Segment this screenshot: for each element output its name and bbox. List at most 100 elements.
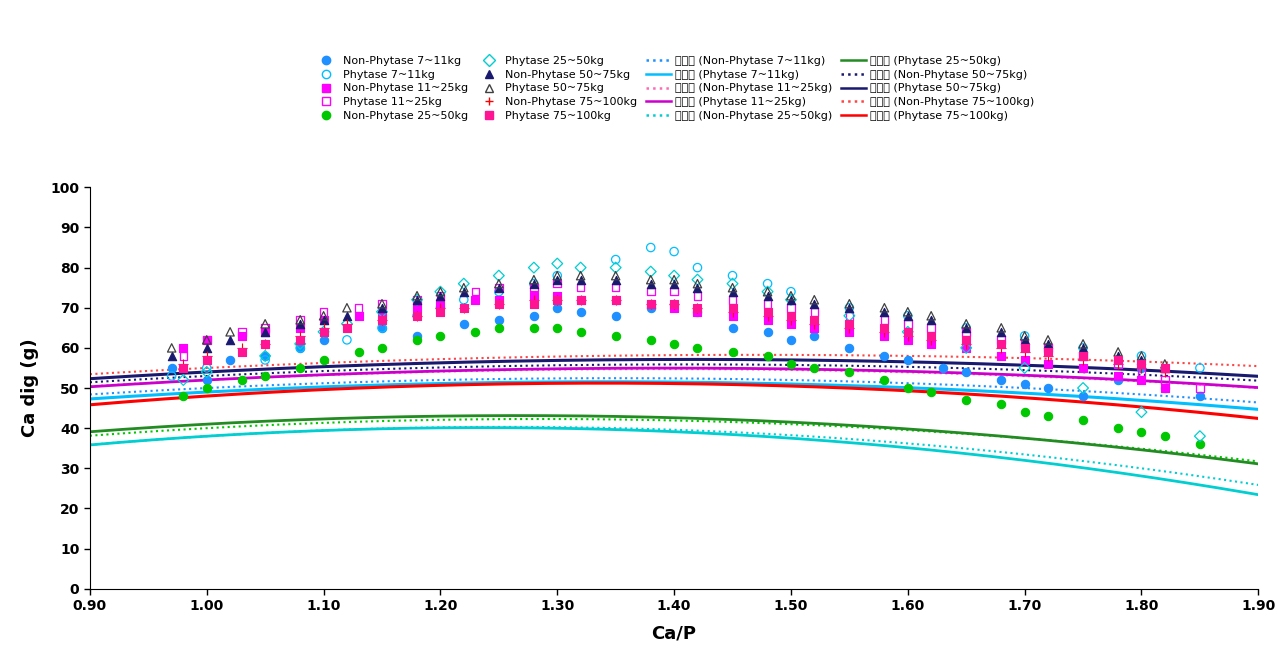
Point [606, 294, 627, 305]
Point [173, 343, 194, 353]
Point [547, 274, 568, 285]
Point [430, 302, 451, 313]
Point [173, 363, 194, 373]
Point [231, 347, 252, 357]
Point [991, 326, 1012, 337]
Point [231, 326, 252, 337]
Point [254, 339, 275, 349]
Point [196, 375, 217, 385]
Point [173, 351, 194, 361]
Point [838, 326, 859, 337]
Point [254, 339, 275, 349]
Point [991, 322, 1012, 333]
Point [407, 310, 428, 321]
Point [196, 334, 217, 345]
Point [874, 322, 895, 333]
Point [407, 294, 428, 305]
Point [547, 270, 568, 281]
Point [687, 274, 707, 285]
Point [722, 294, 742, 305]
Point [1108, 359, 1129, 369]
Point [921, 339, 941, 349]
Point [407, 302, 428, 313]
Point [1037, 347, 1058, 357]
Point [804, 318, 824, 329]
Point [570, 306, 591, 317]
Point [407, 330, 428, 341]
Point [955, 339, 976, 349]
Point [231, 343, 252, 353]
Point [1014, 334, 1035, 345]
Point [336, 334, 357, 345]
Point [838, 322, 859, 333]
Point [874, 326, 895, 337]
Point [254, 351, 275, 361]
Point [1014, 330, 1035, 341]
Point [664, 298, 684, 309]
Point [254, 318, 275, 329]
Point [955, 343, 976, 353]
Point [838, 343, 859, 353]
Point [1072, 343, 1093, 353]
Point [1131, 351, 1152, 361]
Point [606, 294, 627, 305]
Point [371, 314, 392, 325]
Point [955, 334, 976, 345]
Point [453, 282, 474, 293]
Point [758, 286, 778, 297]
Point [570, 294, 591, 305]
Point [371, 314, 392, 325]
Point [758, 306, 778, 317]
Point [898, 334, 918, 345]
Point [838, 298, 859, 309]
Point [955, 367, 976, 377]
Point [570, 274, 591, 285]
Point [955, 395, 976, 405]
Point [290, 330, 311, 341]
Point [547, 278, 568, 289]
Point [874, 302, 895, 313]
Point [336, 318, 357, 329]
Point [1072, 383, 1093, 393]
Point [1131, 367, 1152, 377]
Point [758, 314, 778, 325]
Point [1189, 363, 1210, 373]
Point [955, 322, 976, 333]
Point [722, 347, 742, 357]
Point [781, 359, 801, 369]
Point [1131, 359, 1152, 369]
Point [758, 278, 778, 289]
Point [254, 326, 275, 337]
Point [524, 278, 544, 289]
Point [687, 306, 707, 317]
Point [687, 302, 707, 313]
Point [641, 274, 661, 285]
Point [838, 367, 859, 377]
Point [547, 294, 568, 305]
Point [641, 334, 661, 345]
Point [781, 314, 801, 325]
Point [874, 314, 895, 325]
Point [921, 330, 941, 341]
Point [838, 318, 859, 329]
Point [722, 286, 742, 297]
Point [570, 270, 591, 281]
Point [173, 359, 194, 369]
Point [254, 351, 275, 361]
Point [606, 270, 627, 281]
Point [641, 266, 661, 277]
Point [290, 314, 311, 325]
Point [991, 375, 1012, 385]
Point [838, 310, 859, 321]
Point [348, 302, 369, 313]
Point [336, 310, 357, 321]
Point [804, 363, 824, 373]
Point [687, 282, 707, 293]
Point [722, 282, 742, 293]
Legend: Non-Phytase 7~11kg, Phytase 7~11kg, Non-Phytase 11~25kg, Phytase 11~25kg, Non-Ph: Non-Phytase 7~11kg, Phytase 7~11kg, Non-… [311, 52, 1037, 124]
Point [921, 334, 941, 345]
Point [921, 314, 941, 325]
Point [453, 286, 474, 297]
Point [687, 343, 707, 353]
Point [1072, 351, 1093, 361]
